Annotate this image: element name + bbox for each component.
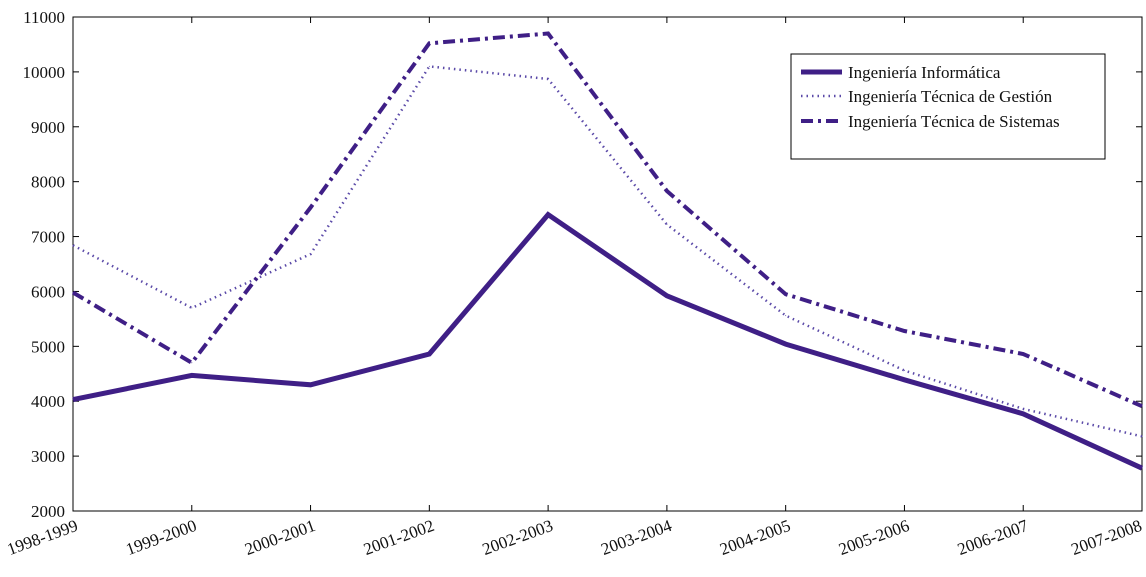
series-point [191,307,193,309]
series-point [903,379,905,381]
y-tick-label: 7000 [31,228,65,247]
series-point [547,214,549,216]
y-tick-label: 4000 [31,392,65,411]
series-point [1022,413,1024,415]
series-point [903,369,905,371]
series-layer [71,31,1144,471]
series-point [1141,435,1143,437]
x-tick-label: 2007-2008 [1069,516,1145,559]
series-point [666,295,668,297]
series-line-1 [72,211,1144,471]
x-tick-label: 2005-2006 [836,516,912,559]
x-tick-label: 2001-2002 [361,516,437,559]
y-tick-label: 8000 [31,173,65,192]
plot-frame [72,16,1143,512]
x-tick-label: 1999-2000 [123,516,199,559]
series-point [785,315,787,317]
series-point [666,190,668,192]
series-point [1141,405,1143,407]
series-line-3 [71,31,1143,409]
x-tick-label: 2004-2005 [717,516,793,559]
series-point [191,362,193,364]
series-point [72,399,74,401]
series-point [785,343,787,345]
series-point [1022,353,1024,355]
series-point [428,65,430,67]
series-point [72,292,74,294]
y-tick-label: 5000 [31,337,65,356]
y-tick-label: 3000 [31,447,65,466]
series-point [428,353,430,355]
series-point [547,78,549,80]
x-tick-label: 2000-2001 [242,516,318,559]
legend: Ingeniería Informática Ingeniería Técnic… [790,53,1106,160]
y-tick-label: 6000 [31,282,65,301]
series-point [666,223,668,225]
y-axis: 2000 3000 4000 5000 6000 7000 8000 9000 10000 110… [23,8,1142,521]
x-tick-label: 2006-2007 [955,516,1031,559]
series-point [310,206,312,208]
series-point [310,253,312,255]
series-point [310,384,312,386]
legend-label-3: Ingeniería Técnica de Sistemas [848,112,1060,131]
x-tick-label: 2003-2004 [599,516,675,559]
y-tick-label: 11000 [23,8,65,27]
series-point [785,293,787,295]
x-tick-label: 1998-1999 [5,516,81,559]
y-tick-label: 9000 [31,118,65,137]
series-point [191,374,193,376]
y-tick-label: 10000 [23,63,66,82]
series-point [547,32,549,34]
legend-label-1: Ingeniería Informática [848,63,1001,82]
series-point [1141,467,1143,469]
series-point [428,42,430,44]
series-point [72,244,74,246]
series-point [1022,408,1024,410]
legend-box [790,53,1106,160]
y-tick-label: 2000 [31,502,65,521]
legend-label-2: Ingeniería Técnica de Gestión [848,87,1053,106]
series-point [903,330,905,332]
x-tick-label: 2002-2003 [480,516,556,559]
series-line-2 [72,65,1143,438]
